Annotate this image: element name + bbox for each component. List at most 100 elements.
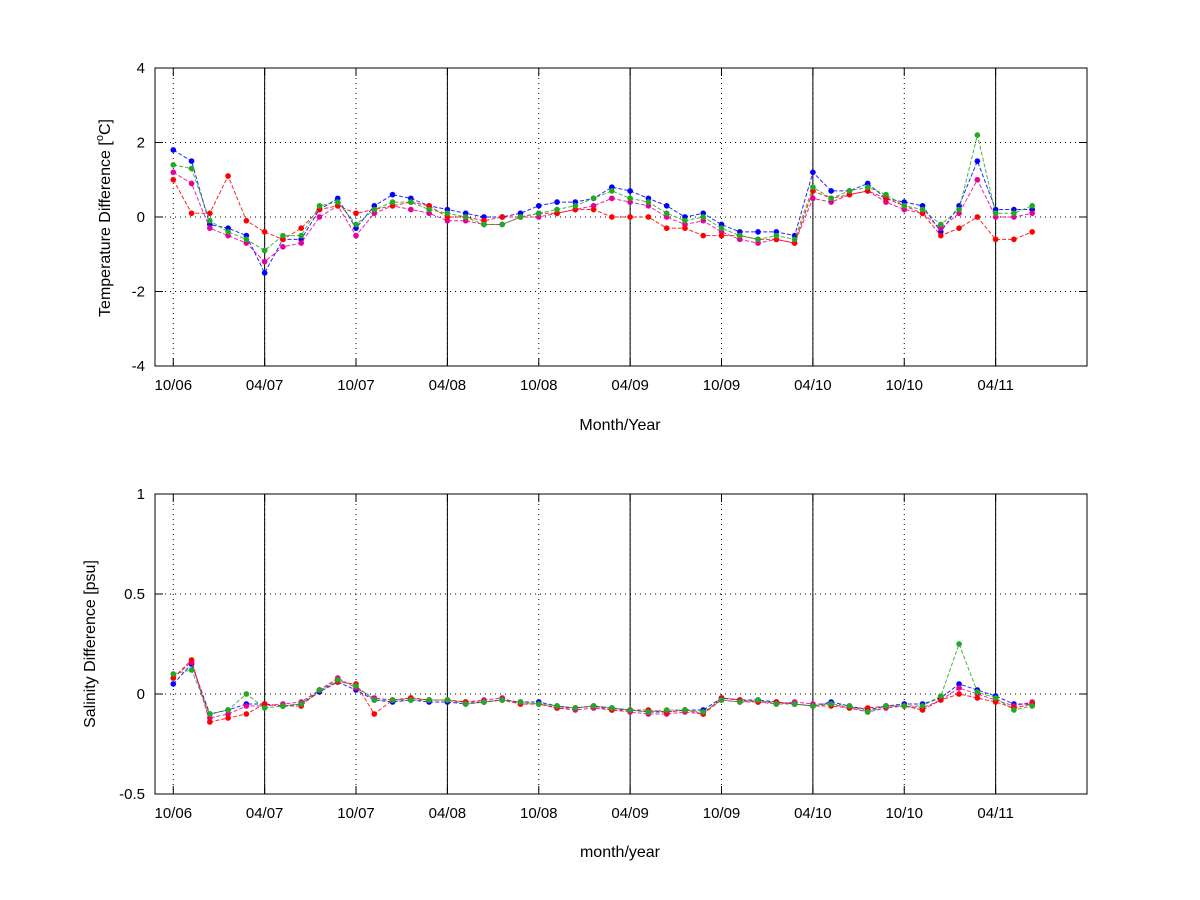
salinity-series-3-point bbox=[663, 707, 670, 713]
temperature-series-0-point bbox=[919, 203, 926, 209]
temperature-series-0-point bbox=[755, 229, 761, 235]
salinity-x-tick-label: 04/10 bbox=[794, 805, 832, 822]
temperature-series-1-point bbox=[280, 244, 286, 250]
temperature-x-tick-label: 04/10 bbox=[794, 377, 832, 394]
temperature-series-3-line bbox=[173, 134, 1033, 252]
salinity-series-1-point bbox=[225, 711, 231, 717]
salinity-x-tick-label: 10/08 bbox=[520, 805, 558, 822]
temperature-series-0-point bbox=[243, 232, 250, 239]
salinity-series-3-point bbox=[481, 699, 487, 705]
temperature-series-3-point bbox=[1029, 203, 1035, 209]
temperature-series-0-point bbox=[170, 147, 177, 153]
temperature-series-1-point bbox=[188, 180, 195, 187]
salinity-series-2-point bbox=[188, 657, 195, 663]
salinity-series-3-point bbox=[280, 703, 286, 709]
salinity-series-3-point bbox=[682, 707, 688, 713]
salinity-series-3-point bbox=[609, 705, 615, 711]
temperature-x-tick-label: 04/07 bbox=[246, 377, 284, 394]
temperature-series-3-point bbox=[261, 247, 268, 254]
temperature-series-2-point bbox=[499, 214, 506, 220]
temperature-series-3-point bbox=[426, 206, 432, 213]
salinity-series-3-point bbox=[572, 705, 579, 711]
salinity-series-2-point bbox=[225, 715, 231, 721]
temperature-series-0-point bbox=[663, 203, 670, 209]
temperature-series-0-point bbox=[974, 158, 981, 164]
salinity-series-3-point bbox=[938, 693, 944, 699]
salinity-series-3-point bbox=[864, 709, 871, 715]
temperature-series-3-point bbox=[938, 221, 944, 228]
temperature-series-3-point bbox=[609, 188, 615, 194]
temperature-series-3-point bbox=[481, 221, 487, 228]
temperature-series-0-point bbox=[188, 158, 195, 164]
temperature-series-1-point bbox=[956, 210, 962, 217]
temperature-y-axis-label: Temperature Difference [oC] bbox=[94, 119, 114, 317]
temperature-series-1-point bbox=[590, 203, 597, 209]
salinity-series-3-point bbox=[810, 703, 816, 709]
temperature-series-2-point bbox=[298, 225, 304, 231]
temperature-series-0-point bbox=[353, 225, 359, 231]
temperature-y-label-main: Temperature Difference [ bbox=[97, 141, 114, 317]
temperature-series-0-point bbox=[462, 210, 469, 217]
temperature-series-2-point bbox=[353, 210, 359, 217]
salinity-y-tick-label: -0.5 bbox=[119, 786, 145, 803]
temperature-series-3-point bbox=[243, 236, 250, 243]
temperature-series-0-point bbox=[298, 236, 304, 243]
salinity-series-0-point bbox=[956, 681, 962, 687]
temperature-series-3-point bbox=[901, 203, 908, 209]
temperature-series-1-point bbox=[207, 225, 213, 231]
temperature-series-2-point bbox=[682, 225, 688, 231]
salinity-series-2-point bbox=[170, 675, 177, 681]
temperature-series-0-point bbox=[791, 232, 798, 239]
temperature-series-2-point bbox=[919, 210, 926, 217]
temperature-series-1-line bbox=[173, 171, 1033, 263]
temperature-y-tick-label: 2 bbox=[137, 135, 145, 152]
temperature-series-1-point bbox=[316, 214, 323, 220]
salinity-series-3-point bbox=[846, 703, 853, 709]
temperature-series-1-point bbox=[462, 217, 469, 224]
temperature-series-2-point bbox=[207, 210, 213, 217]
temperature-series-0-point bbox=[992, 206, 999, 213]
temperature-series-1-point bbox=[663, 214, 670, 220]
temperature-series-3-point bbox=[682, 217, 688, 224]
temperature-series-3-point bbox=[517, 214, 524, 220]
temperature-x-axis-label: Month/Year bbox=[579, 417, 661, 434]
salinity-series-3-point bbox=[828, 701, 834, 707]
temperature-series-2-point bbox=[864, 188, 871, 194]
temperature-series-1-point bbox=[535, 214, 542, 220]
salinity-series-3-point bbox=[535, 701, 542, 707]
temperature-series-1-point bbox=[408, 206, 414, 213]
temperature-y-label-sup: o bbox=[94, 135, 106, 141]
salinity-series-3-point bbox=[773, 701, 780, 707]
salinity-y-tick-label: 1 bbox=[137, 486, 145, 503]
salinity-series-3-point bbox=[1029, 703, 1035, 709]
salinity-y-tick-label: 0 bbox=[137, 686, 145, 703]
temperature-series-2-point bbox=[261, 229, 268, 235]
temperature-x-tick-label: 10/07 bbox=[337, 377, 375, 394]
salinity-series-3-point bbox=[1011, 707, 1017, 713]
temperature-series-3-point bbox=[956, 206, 962, 213]
temperature-y-tick-label: -4 bbox=[132, 358, 145, 375]
salinity-x-tick-label: 10/09 bbox=[703, 805, 741, 822]
temperature-series-0-point bbox=[864, 180, 871, 187]
temperature-series-2-point bbox=[426, 203, 432, 209]
salinity-series-3-point bbox=[371, 697, 378, 703]
temperature-series-3-point bbox=[627, 195, 633, 202]
salinity-series-1-point bbox=[243, 703, 250, 709]
temperature-series-2-point bbox=[718, 232, 725, 239]
salinity-panel: 10/06 04/07 10/07 04/08 10/08 04/09 10/09 04/10… bbox=[119, 486, 1088, 822]
temperature-series-1-point bbox=[1029, 210, 1035, 217]
temperature-series-3-point bbox=[371, 206, 378, 213]
temperature-series-1-point bbox=[426, 210, 432, 217]
salinity-x-tick-label: 04/09 bbox=[611, 805, 649, 822]
temperature-y-label-end: C] bbox=[97, 119, 114, 135]
temperature-series-2-point bbox=[791, 240, 798, 246]
salinity-series-3-point bbox=[700, 709, 707, 715]
salinity-x-axis-label: month/year bbox=[580, 844, 661, 861]
salinity-series-2-point bbox=[261, 701, 268, 707]
temperature-series-0-point bbox=[389, 191, 396, 198]
salinity-series-3-point bbox=[462, 701, 469, 707]
salinity-x-tick-label: 10/10 bbox=[885, 805, 923, 822]
temperature-series-0-point bbox=[609, 184, 615, 190]
salinity-series-2-point bbox=[207, 719, 213, 725]
